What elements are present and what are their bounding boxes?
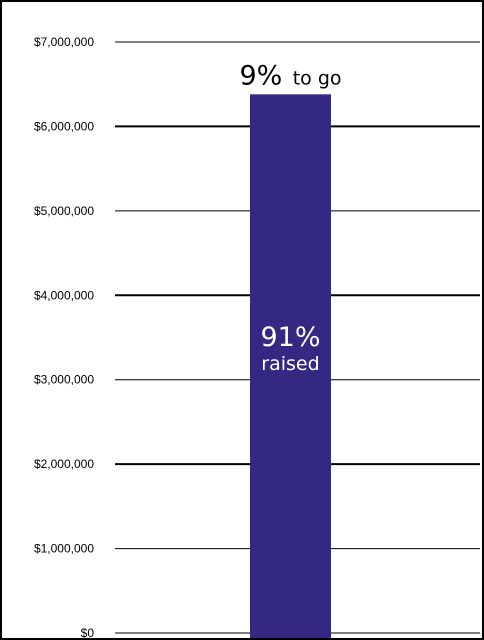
y-axis-tick-labels: $0 $1,000,000 $2,000,000 $3,000,000 $4,000,0… <box>34 35 94 638</box>
y-tick-label: $5,000,000 <box>34 204 94 218</box>
bars <box>250 94 331 638</box>
raised-percent: 91% <box>260 322 320 353</box>
remaining-text: to go <box>293 67 342 89</box>
y-tick-label: $2,000,000 <box>34 457 94 471</box>
remaining-annotation: 9% to go <box>239 60 341 91</box>
bar-annotations: 9% to go 91% raised <box>239 60 341 375</box>
y-tick-label: $7,000,000 <box>34 35 94 49</box>
remaining-percent: 9% <box>239 60 282 91</box>
bar-raised <box>250 94 331 638</box>
y-tick-label: $1,000,000 <box>34 542 94 556</box>
y-tick-label: $3,000,000 <box>34 373 94 387</box>
raised-text: raised <box>261 353 319 375</box>
y-tick-label: $4,000,000 <box>34 288 94 302</box>
y-tick-label: $6,000,000 <box>34 119 94 133</box>
y-tick-label: $0 <box>81 626 95 638</box>
